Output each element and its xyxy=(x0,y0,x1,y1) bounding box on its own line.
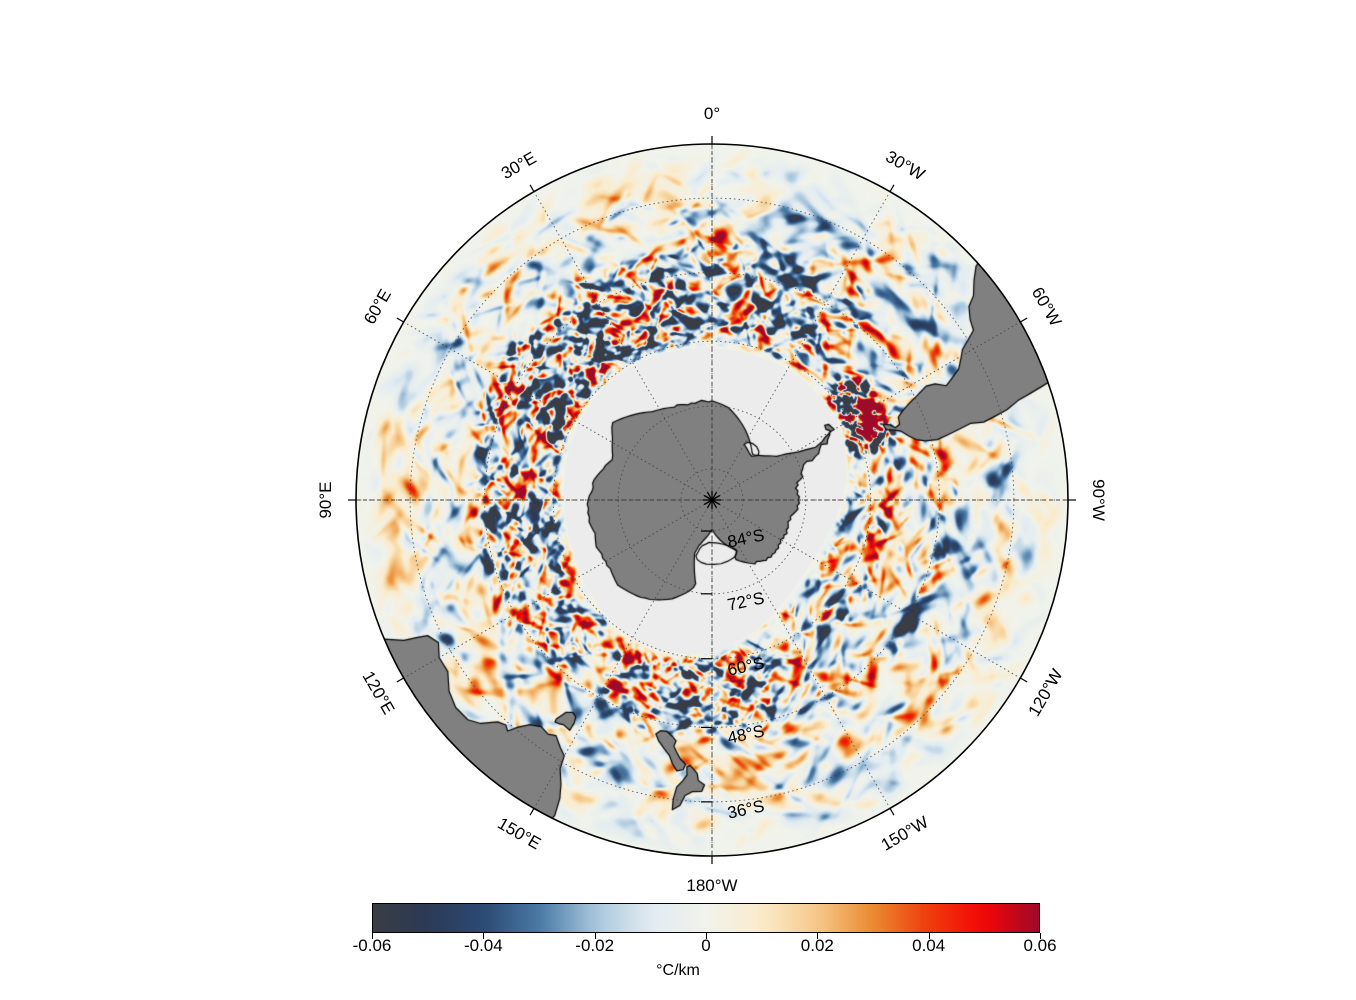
lon-label-180: 180°W xyxy=(686,876,738,895)
lon-label-m90: 90°W xyxy=(1089,479,1108,521)
lon-tick xyxy=(1020,317,1028,323)
meridian-line xyxy=(403,501,709,679)
lat-tick-group xyxy=(701,530,712,803)
meridian-line xyxy=(713,191,891,497)
colorbar-tick xyxy=(1040,933,1041,939)
meridian-line xyxy=(715,501,1021,679)
colorbar-tick-label: 0.04 xyxy=(912,936,946,955)
colorbar-tick-label: -0.04 xyxy=(463,936,503,955)
lon-label-90: 90°E xyxy=(316,481,335,519)
colorbar-panel: -0.06 -0.04 -0.02 0 0.02 0.04 0.06 °C/km xyxy=(0,880,1356,1000)
colorbar-tick xyxy=(594,933,596,939)
lon-tick xyxy=(396,677,404,683)
meridian-line xyxy=(713,503,891,809)
meridian-line xyxy=(715,321,1021,499)
colorbar-tick-label: 0.02 xyxy=(800,936,834,955)
lon-tick xyxy=(889,184,895,192)
lon-tick xyxy=(529,184,535,192)
pole-ray xyxy=(711,494,721,501)
pole-ray xyxy=(706,499,713,509)
map-panel: 0° 30°E 60°E 90°E 120°E 150°E 180°W 150°W 120°W 9… xyxy=(0,0,1356,895)
colorbar-tick-label: -0.06 xyxy=(352,936,392,955)
meridian-line xyxy=(533,503,711,809)
colorbar-tick xyxy=(706,933,707,939)
pole-ray xyxy=(711,499,718,509)
colorbar-gradient xyxy=(372,903,1040,933)
colorbar-tick-label: 0.06 xyxy=(1023,936,1057,955)
meridian-line xyxy=(533,191,711,497)
lon-label-0: 0° xyxy=(703,104,721,123)
lon-tick xyxy=(396,317,404,323)
pole-ray xyxy=(703,494,713,501)
lon-tick xyxy=(889,808,895,816)
colorbar-tick xyxy=(483,933,485,939)
pole-ray xyxy=(711,491,718,501)
pole-ray xyxy=(711,499,721,506)
lon-tick xyxy=(1020,677,1028,683)
colorbar-tick-label: 0 xyxy=(701,936,711,955)
graticule-group xyxy=(356,144,1068,856)
colorbar-tick xyxy=(817,933,819,939)
colorbar-tick xyxy=(372,933,373,939)
south-pole-marker xyxy=(703,491,721,509)
map-overlay xyxy=(348,136,1076,864)
lon-tick-group xyxy=(348,136,1076,864)
colorbar-tick xyxy=(928,933,930,939)
meridian-line xyxy=(403,321,709,499)
sst-gradient-heatmap xyxy=(0,0,1356,880)
lon-tick xyxy=(529,808,535,816)
colorbar-tick-label: -0.02 xyxy=(575,936,615,955)
pole-ray xyxy=(703,499,713,506)
colorbar-unit-label: °C/km xyxy=(656,962,700,979)
pole-ray xyxy=(706,491,713,501)
